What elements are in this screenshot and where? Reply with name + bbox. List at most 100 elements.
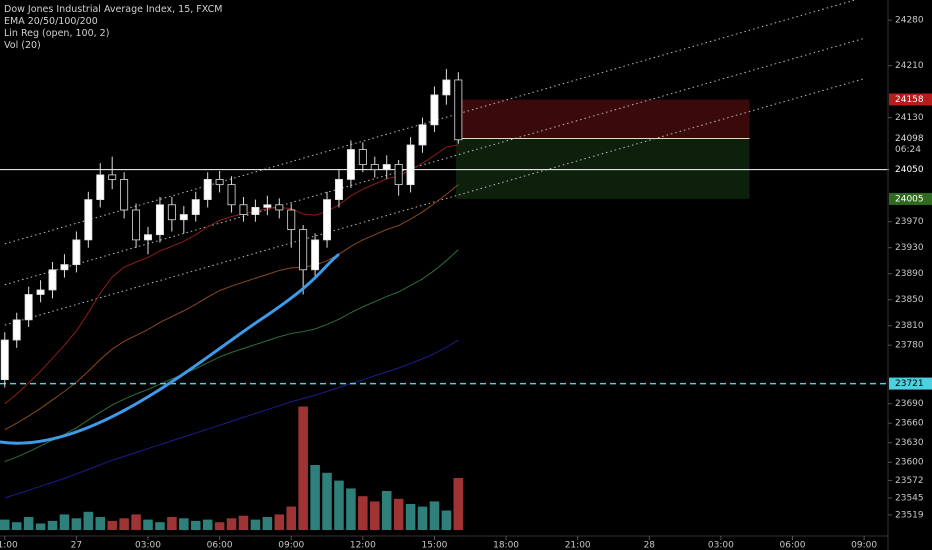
- indicator-label: EMA 20/50/100/200: [4, 16, 98, 27]
- plot-area: [0, 0, 932, 530]
- candle-body: [394, 164, 403, 186]
- volume-bar: [0, 519, 10, 530]
- candle-body: [203, 179, 212, 200]
- candle-body: [442, 79, 451, 96]
- candle-body: [96, 174, 105, 200]
- candle-body: [155, 204, 164, 236]
- volume-bar: [286, 506, 296, 530]
- volume-bar: [131, 514, 141, 530]
- countdown-label: 06:24: [895, 145, 921, 155]
- volume-bar: [202, 519, 213, 530]
- target-price-label-bg: [889, 192, 932, 205]
- volume-bar: [393, 498, 404, 530]
- volume-bar: [298, 406, 308, 530]
- volume-bar: [167, 517, 177, 530]
- volume-bar: [346, 488, 356, 530]
- y-tick-label: 23930: [895, 243, 924, 253]
- y-tick-label: 23600: [895, 458, 924, 468]
- x-tick-label: 09:00: [278, 541, 304, 550]
- x-tick-label: 27: [71, 541, 82, 550]
- candle-body: [60, 264, 69, 271]
- ema-line: [4, 184, 459, 431]
- candle-body: [346, 149, 355, 180]
- ema-line: [4, 144, 459, 405]
- volume-bar: [370, 501, 380, 530]
- volume-bar: [35, 523, 46, 530]
- volume-bar: [274, 514, 285, 530]
- candle-body: [48, 269, 57, 291]
- candle-body: [84, 199, 93, 241]
- y-tick-label: 23660: [895, 419, 924, 429]
- volume-bar: [238, 515, 249, 530]
- volume-bar: [190, 520, 201, 530]
- candle-body: [167, 204, 176, 221]
- candle-body: [72, 239, 81, 265]
- candle-body: [251, 206, 260, 215]
- target-zone: [455, 138, 750, 199]
- x-tick-label: 03:00: [135, 541, 161, 550]
- candle-body: [36, 289, 45, 295]
- volume-bar: [11, 522, 22, 530]
- y-tick-label: 24210: [895, 61, 924, 71]
- volume-bar: [441, 510, 452, 530]
- candle-body: [382, 164, 391, 171]
- candle-body: [454, 79, 463, 141]
- volume-bar: [83, 511, 94, 530]
- volume-bar: [417, 506, 428, 530]
- volume-bar: [59, 514, 70, 530]
- candle-body: [179, 214, 188, 221]
- volume-bar: [214, 522, 225, 530]
- candle-body: [323, 199, 332, 241]
- candle-body: [334, 179, 343, 200]
- candle-body: [108, 174, 117, 180]
- candle-body: [430, 94, 439, 126]
- y-tick-label: 23572: [895, 476, 924, 486]
- x-tick-label: 12:00: [350, 541, 376, 550]
- y-tick-label: 23970: [895, 217, 924, 227]
- candle-body: [406, 144, 415, 186]
- x-tick-label: 18:00: [493, 541, 519, 550]
- indicator-label: Vol (20): [4, 40, 41, 51]
- x-tick-label: 09:00: [851, 541, 877, 550]
- candle-body: [311, 239, 320, 271]
- volume-bar: [334, 480, 344, 530]
- ema-line: [4, 339, 459, 499]
- volume-bar: [262, 517, 273, 530]
- x-tick-label: 03:00: [708, 541, 734, 550]
- y-tick-label: 23545: [895, 493, 924, 503]
- volume-bar: [143, 519, 153, 530]
- x-tick-label: 06:00: [780, 541, 806, 550]
- volume-bar: [47, 520, 58, 530]
- line-price-label: 23721: [895, 379, 924, 389]
- y-tick-label: 23519: [895, 510, 924, 520]
- x-tick-label: 21:00: [0, 541, 18, 550]
- volume-bar: [95, 517, 106, 530]
- y-tick-label: 23890: [895, 269, 924, 279]
- candle-body: [299, 229, 308, 271]
- candle-body: [0, 339, 9, 381]
- volume-bar: [155, 522, 165, 530]
- y-tick-label: 23690: [895, 399, 924, 409]
- volume-bar: [107, 520, 117, 530]
- candle-body: [418, 124, 427, 146]
- y-tick-label: 24280: [895, 16, 924, 26]
- candle-body: [132, 209, 141, 241]
- ema-line: [4, 249, 459, 463]
- volume-bar: [226, 518, 237, 530]
- candle-body: [215, 179, 224, 186]
- volume-bar: [23, 517, 34, 530]
- volume-bar: [322, 472, 332, 530]
- line-price-label-bg: [889, 377, 932, 390]
- axes: 24280 24210 24130 23970 23930 23890 23850 23810…: [0, 16, 932, 550]
- candle-body: [358, 149, 367, 165]
- chart-title: Dow Jones Industrial Average Index, 15, …: [4, 4, 222, 15]
- stop-price-label: 24158: [895, 95, 924, 105]
- y-tick-label: 23850: [895, 295, 924, 305]
- volume-bar: [429, 501, 440, 530]
- target-price-label: 24005: [895, 194, 924, 204]
- stop-zone: [455, 99, 750, 139]
